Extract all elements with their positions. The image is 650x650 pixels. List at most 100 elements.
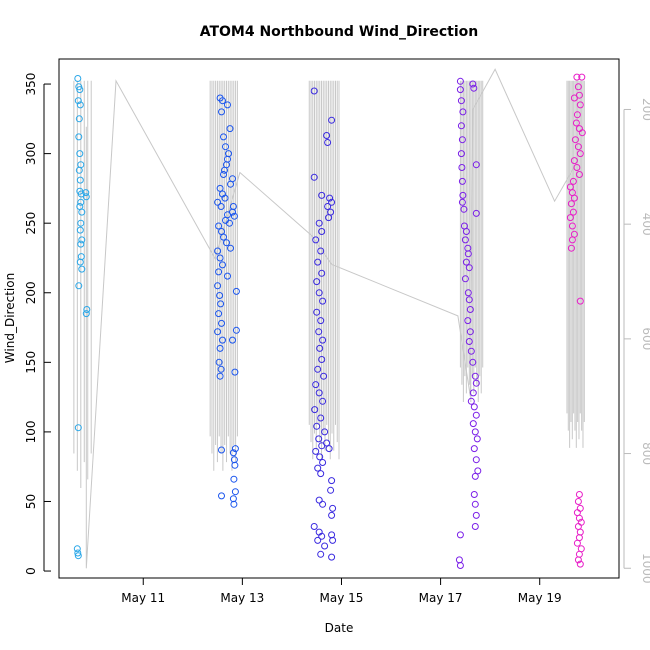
data-point [576,297,584,305]
data-point [568,222,576,230]
data-point [470,491,478,498]
data-point [227,180,234,188]
chart-title: ATOM4 Northbound Wind_Direction [200,24,479,40]
series-group [73,75,91,560]
data-point [218,492,225,500]
data-point [230,500,238,508]
data-point [77,240,85,248]
data-point [216,254,224,262]
data-point [82,193,90,201]
data-point [215,310,223,318]
y-axis: 0 50 100 150 200 250 300 350 [24,73,51,575]
data-point [462,258,470,266]
x-tick-label: May 19 [518,591,562,605]
data-point [458,136,466,144]
y-axis-label: Wind_Direction [3,273,17,363]
data-point [310,523,318,530]
data-point [230,475,238,483]
data-point [328,553,336,561]
data-point [220,233,227,241]
data-point [316,344,324,352]
data-point [574,523,582,530]
data-point [313,308,321,316]
data-point [575,550,583,558]
data-point [469,389,477,397]
data-point [74,424,82,432]
data-point [471,472,479,480]
series-group [455,77,482,569]
data-point [231,488,239,496]
data-point [575,514,583,522]
data-point [572,119,580,127]
data-point [214,198,222,206]
data-point [469,358,477,366]
data-point [311,406,319,414]
data-point [458,164,466,171]
data-point [578,73,586,81]
data-point [570,194,578,202]
secondary-tick-label: 1000 [640,553,650,584]
data-point [571,136,579,144]
data-point [567,200,575,208]
data-point [573,111,581,119]
data-point [74,97,82,105]
data-point [576,504,584,512]
data-point [318,269,326,277]
data-point [569,177,577,185]
data-point [466,328,474,336]
data-point [324,203,332,210]
data-point [317,470,325,478]
data-point [328,531,336,539]
data-point [226,219,233,227]
data-point [315,389,323,397]
data-point [568,236,576,244]
data-point [460,205,468,213]
data-point [74,75,82,82]
data-point [312,381,320,389]
data-point [465,338,473,345]
data-point [319,459,327,466]
data-point [219,261,226,269]
data-point [215,268,223,276]
data-point [217,203,225,210]
data-point [321,428,329,436]
data-point [216,344,224,352]
data-point [312,236,320,244]
data-point [472,411,480,419]
data-point [317,317,325,325]
data-point [566,214,574,222]
data-point [315,496,323,504]
data-point [216,292,224,299]
data-point [573,164,581,171]
data-point [220,133,227,141]
data-point [459,191,467,199]
data-point [470,403,478,411]
data-point [328,477,336,485]
data-point [457,150,465,158]
data-point [465,296,473,304]
data-point [461,236,469,244]
data-point [573,539,581,547]
data-point [313,278,321,286]
data-point [313,422,321,430]
data-point [77,219,85,227]
data-point [76,86,84,94]
data-point [457,97,465,105]
data-point [310,173,318,181]
y-tick-label: 0 [24,567,38,575]
data-point [82,189,90,197]
data-point [328,511,336,519]
data-point [573,509,581,517]
data-point [567,244,575,252]
data-point [574,83,582,91]
data-point [466,306,474,313]
data-point [325,214,333,222]
data-point [575,534,583,542]
data-point [214,328,222,336]
data-point [464,289,472,297]
secondary-tick-label: 200 [640,98,650,121]
data-point [226,125,234,133]
data-point [578,129,586,137]
data-point [326,194,334,202]
data-point [317,247,325,255]
